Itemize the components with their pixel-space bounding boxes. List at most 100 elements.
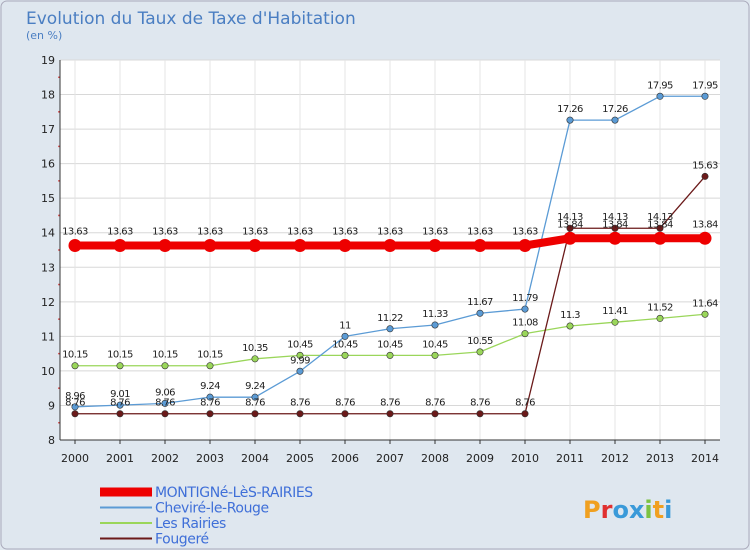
point-s2-2012 xyxy=(611,318,619,326)
y-minor-mark xyxy=(58,145,60,148)
point-s3-2006 xyxy=(341,410,349,418)
point-s0-2007 xyxy=(383,239,397,253)
label-s3-2006: 8.76 xyxy=(335,398,355,409)
point-s2-2004 xyxy=(251,355,259,363)
label-s2-2001: 10.15 xyxy=(107,350,133,361)
point-s0-2005 xyxy=(293,239,307,253)
label-s1-2012: 17.26 xyxy=(602,104,628,115)
label-s2-2011: 11.3 xyxy=(560,310,580,321)
point-s2-2008 xyxy=(431,351,439,359)
y-tick-17: 17 xyxy=(41,123,55,136)
label-s0-2008: 13.63 xyxy=(422,227,448,238)
legend-label-1: Cheviré-le-Rouge xyxy=(155,501,269,517)
label-s1-2008: 11.33 xyxy=(422,309,448,320)
label-s3-2005: 8.76 xyxy=(290,398,310,409)
y-tick-13: 13 xyxy=(41,261,55,274)
point-s3-2009 xyxy=(476,410,484,418)
label-s0-2011: 13.84 xyxy=(557,219,583,230)
point-s1-2006 xyxy=(341,332,349,340)
y-minor-mark xyxy=(58,387,60,390)
label-s1-2006: 11 xyxy=(339,320,351,331)
chart-title: Evolution du Taux de Taxe d'Habitation xyxy=(26,9,356,29)
label-s2-2004: 10.35 xyxy=(242,343,268,354)
label-s3-2007: 8.76 xyxy=(380,398,400,409)
point-s2-2013 xyxy=(656,314,664,322)
label-s0-2006: 13.63 xyxy=(332,227,358,238)
point-s1-2000 xyxy=(71,403,79,411)
logo-letter: i xyxy=(664,496,672,524)
point-s1-2010 xyxy=(521,305,529,313)
point-s3-2004 xyxy=(251,410,259,418)
label-s3-2013: 14.13 xyxy=(647,212,673,223)
point-s0-2008 xyxy=(428,239,442,253)
point-s0-2001 xyxy=(113,239,127,253)
point-s1-2004 xyxy=(251,393,259,401)
point-s2-2009 xyxy=(476,348,484,356)
x-tick-2006: 2006 xyxy=(331,452,359,465)
legend-label-3: Fougeré xyxy=(155,532,209,548)
label-s1-2014: 17.95 xyxy=(692,80,718,91)
logo-letter: t xyxy=(653,496,664,524)
label-s0-2001: 13.63 xyxy=(107,227,133,238)
label-s3-2008: 8.76 xyxy=(425,398,445,409)
label-s1-2010: 11.79 xyxy=(512,293,538,304)
y-minor-mark xyxy=(58,352,60,355)
y-minor-mark xyxy=(58,214,60,217)
label-s1-2001: 9.01 xyxy=(110,389,130,400)
label-s0-2010: 13.63 xyxy=(512,227,538,238)
x-tick-2011: 2011 xyxy=(556,452,584,465)
x-tick-2003: 2003 xyxy=(196,452,224,465)
point-s3-2002 xyxy=(161,410,169,418)
point-s1-2002 xyxy=(161,399,169,407)
y-tick-18: 18 xyxy=(41,89,55,102)
label-s1-2005: 9.99 xyxy=(290,355,310,366)
label-s2-2005: 10.45 xyxy=(287,339,313,350)
label-s1-2000: 8.96 xyxy=(65,391,85,402)
x-tick-2009: 2009 xyxy=(466,452,494,465)
y-tick-11: 11 xyxy=(41,330,55,343)
axes: 8 9 10 11 12 13 14 15 16 17 18 19 2000 2001 2002 2003 20… xyxy=(41,54,720,465)
logo-letter: o xyxy=(612,496,629,524)
label-s2-2013: 11.52 xyxy=(647,302,673,313)
y-minor-mark xyxy=(58,76,60,79)
point-s3-2014 xyxy=(701,172,709,180)
point-s2-2002 xyxy=(161,362,169,370)
point-s3-2012 xyxy=(611,224,619,232)
point-s2-2010 xyxy=(521,330,529,338)
point-s0-2003 xyxy=(203,239,217,253)
label-s1-2009: 11.67 xyxy=(467,297,493,308)
y-minor-mark xyxy=(58,180,60,182)
logo-text: Proxiti xyxy=(583,496,672,524)
label-s3-2002: 8.76 xyxy=(155,398,175,409)
y-tick-15: 15 xyxy=(41,192,55,205)
point-s3-2001 xyxy=(116,410,124,418)
point-s2-2007 xyxy=(386,351,394,359)
label-s3-2012: 14.13 xyxy=(602,212,628,223)
x-tick-2013: 2013 xyxy=(646,452,674,465)
x-tick-2012: 2012 xyxy=(601,452,629,465)
point-s1-2014 xyxy=(701,92,709,100)
point-s2-2014 xyxy=(701,310,709,318)
label-s0-2003: 13.63 xyxy=(197,227,223,238)
legend-label-2: Les Rairies xyxy=(155,516,226,532)
point-s3-2003 xyxy=(206,410,214,418)
label-s0-2007: 13.63 xyxy=(377,227,403,238)
point-s2-2006 xyxy=(341,351,349,359)
label-s1-2011: 17.26 xyxy=(557,104,583,115)
x-tick-2004: 2004 xyxy=(241,452,269,465)
y-tick-16: 16 xyxy=(41,158,55,171)
point-s3-2008 xyxy=(431,410,439,418)
y-tick-8: 8 xyxy=(48,434,55,447)
y-minor-mark xyxy=(58,421,60,424)
series-group xyxy=(68,92,712,418)
label-s3-2001: 8.76 xyxy=(110,398,130,409)
point-s0-2000 xyxy=(68,239,82,253)
label-s2-2003: 10.15 xyxy=(197,350,223,361)
label-s0-2000: 13.63 xyxy=(62,227,88,238)
point-s1-2005 xyxy=(296,367,304,375)
label-s2-2000: 10.15 xyxy=(62,350,88,361)
point-s2-2001 xyxy=(116,362,124,370)
x-tick-2001: 2001 xyxy=(106,452,134,465)
point-s3-2000 xyxy=(71,410,79,418)
